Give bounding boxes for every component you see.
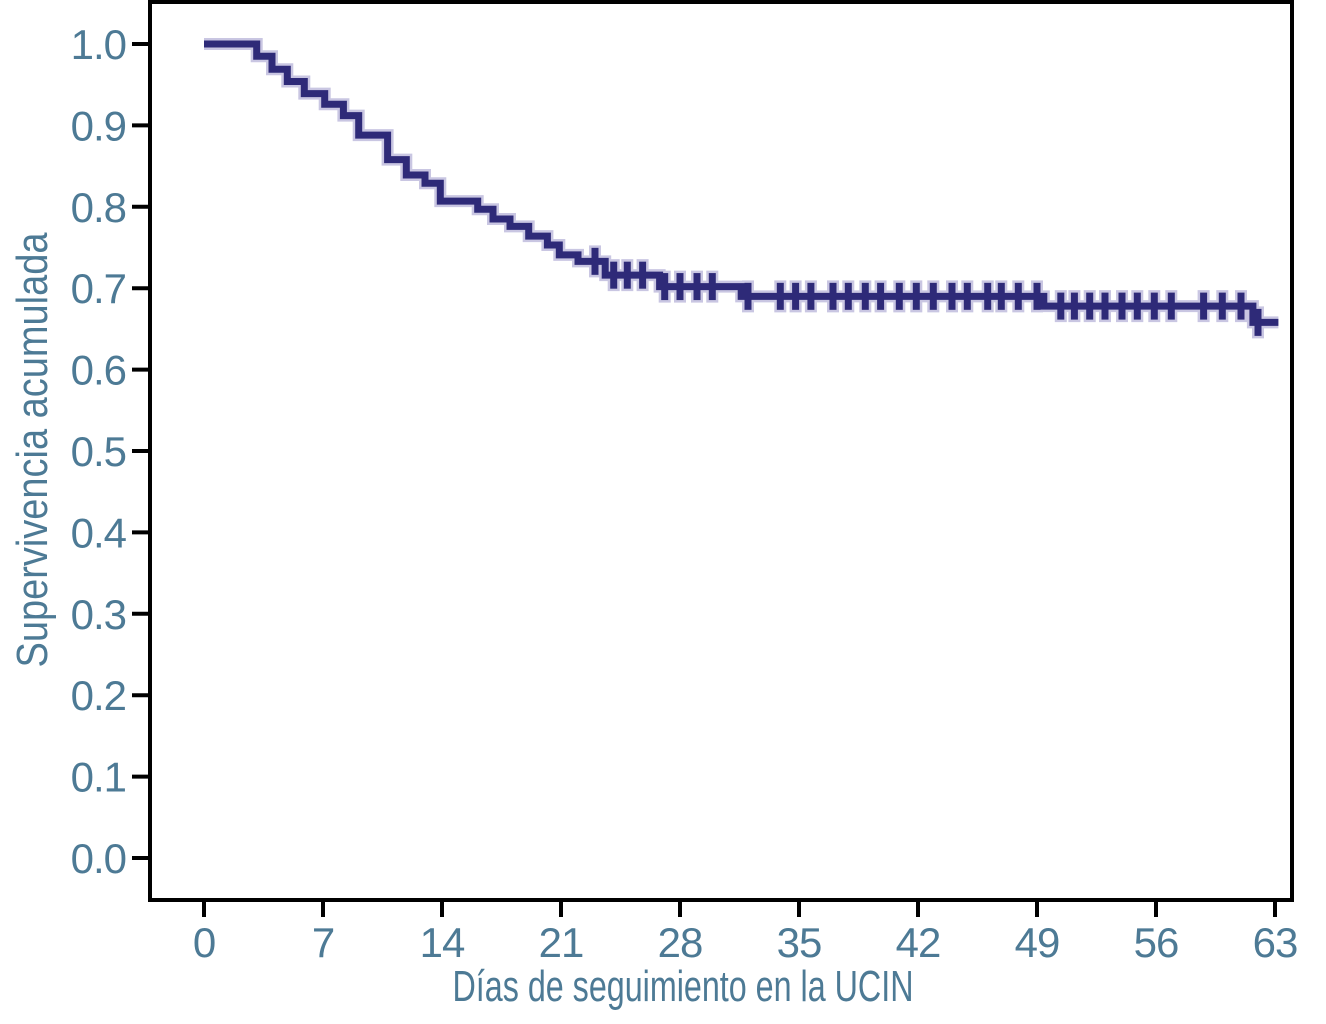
x-tick-label: 7	[312, 919, 334, 966]
y-tick-label: 1.0	[71, 21, 126, 68]
survival-curve	[204, 40, 1279, 326]
x-tick-label: 56	[1134, 919, 1179, 966]
y-tick-label: 0.2	[71, 672, 126, 719]
y-tick-label: 0.9	[71, 102, 126, 149]
y-axis-title: Supervivencia acumulada	[8, 232, 57, 667]
y-tick-label: 0.8	[71, 184, 126, 231]
x-tick-label: 63	[1253, 919, 1298, 966]
x-axis-title: Días de seguimiento en la UCIN	[453, 962, 914, 1011]
y-tick-label: 0.3	[71, 591, 126, 638]
x-tick-label: 42	[896, 919, 941, 966]
x-tick-label: 14	[420, 919, 465, 966]
x-tick-label: 35	[777, 919, 822, 966]
x-tick-label: 28	[658, 919, 703, 966]
y-tick-label: 0.6	[71, 347, 126, 394]
y-tick-label: 0.0	[71, 835, 126, 882]
survival-curve-halo	[204, 38, 1279, 329]
x-tick-label: 0	[193, 919, 215, 966]
y-tick-label: 0.4	[71, 509, 127, 556]
plot-border	[148, 0, 1294, 902]
y-tick-label: 0.5	[71, 428, 126, 475]
y-tick-label: 0.7	[71, 265, 126, 312]
y-tick-label: 0.1	[71, 754, 126, 801]
x-tick-label: 21	[539, 919, 584, 966]
x-tick-label: 49	[1015, 919, 1060, 966]
